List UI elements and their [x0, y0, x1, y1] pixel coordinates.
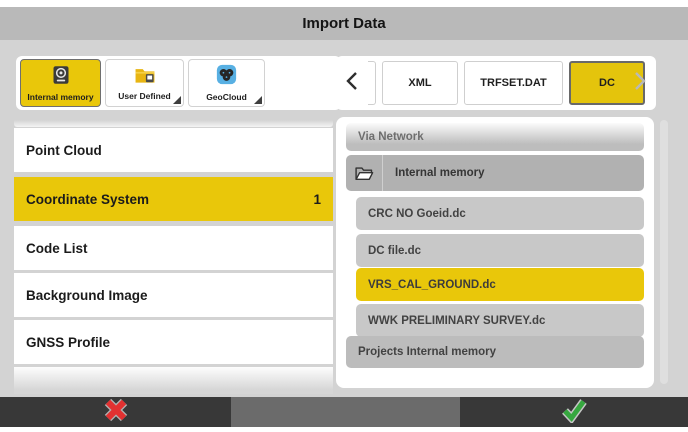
- tab-trfset-dat[interactable]: TRFSET.DAT: [464, 61, 563, 105]
- category-label: Code List: [26, 240, 88, 256]
- chevron-right-icon: [632, 70, 648, 97]
- category-count-badge: 1: [313, 191, 321, 207]
- format-tab-partial[interactable]: [368, 61, 376, 105]
- category-list-partial-item: [14, 367, 333, 394]
- category-label: Background Image: [26, 287, 148, 303]
- tab-label: XML: [408, 77, 432, 89]
- format-tab-bar: XML TRFSET.DAT DC: [336, 56, 656, 110]
- file-row-label: Projects Internal memory: [358, 346, 497, 358]
- category-label: GNSS Profile: [26, 334, 111, 350]
- source-button-user-defined[interactable]: User Defined: [105, 59, 184, 107]
- footer-bar: [0, 397, 688, 427]
- category-item-point-cloud[interactable]: Point Cloud: [14, 128, 333, 172]
- tab-dc[interactable]: DC: [569, 61, 645, 105]
- open-folder-icon: [346, 155, 383, 191]
- source-button-label: Internal memory: [27, 91, 94, 102]
- file-name: DC file.dc: [368, 244, 422, 257]
- tab-xml[interactable]: XML: [382, 61, 458, 105]
- source-button-label: User Defined: [118, 90, 171, 101]
- category-item-code-list[interactable]: Code List: [14, 226, 333, 270]
- category-label: Point Cloud: [26, 142, 102, 158]
- file-row[interactable]: WWK PRELIMINARY SURVEY.dc: [356, 304, 644, 337]
- dropdown-corner-icon: [254, 96, 262, 104]
- category-item-gnss-profile[interactable]: GNSS Profile: [14, 320, 333, 364]
- cancel-button[interactable]: [0, 397, 231, 427]
- page-title: Import Data: [302, 15, 386, 32]
- category-label: Coordinate System: [26, 191, 150, 207]
- source-button-internal-memory[interactable]: Internal memory: [20, 59, 101, 107]
- dropdown-corner-icon: [173, 96, 181, 104]
- green-check-icon: [560, 397, 588, 428]
- file-name: VRS_CAL_GROUND.dc: [368, 278, 496, 291]
- tabs-scroll-right-button[interactable]: [627, 61, 653, 105]
- footer-spacer: [231, 397, 460, 427]
- file-row[interactable]: CRC NO Goeid.dc: [356, 197, 644, 230]
- file-row-label: Via Network: [358, 131, 424, 143]
- geocloud-icon: [216, 64, 237, 90]
- file-name: CRC NO Goeid.dc: [368, 207, 466, 220]
- file-row-internal-memory-folder[interactable]: Internal memory: [346, 155, 644, 191]
- category-list-scrolled-item: [14, 120, 333, 127]
- chevron-left-icon: [344, 70, 360, 97]
- file-row-projects-internal-memory[interactable]: Projects Internal memory: [346, 336, 644, 368]
- accept-button[interactable]: [460, 397, 688, 427]
- folder-icon: [134, 66, 156, 89]
- bottom-margin: [0, 427, 688, 432]
- file-browser-panel: Via Network Internal memory CRC NO Goeid…: [336, 117, 654, 388]
- red-x-icon: [103, 397, 129, 428]
- tab-label: DC: [599, 77, 615, 89]
- dialog-body: Internal memory User Defined: [0, 40, 688, 397]
- source-button-label: GeoCloud: [206, 92, 247, 102]
- file-row-selected[interactable]: VRS_CAL_GROUND.dc: [356, 268, 644, 301]
- file-row-via-network[interactable]: Via Network: [346, 123, 644, 151]
- file-name: WWK PRELIMINARY SURVEY.dc: [368, 314, 546, 327]
- hard-drive-icon: [51, 65, 71, 90]
- dialog-titlebar: Import Data: [0, 7, 688, 40]
- scrollbar-track[interactable]: [660, 120, 668, 384]
- file-row[interactable]: DC file.dc: [356, 234, 644, 267]
- source-button-geocloud[interactable]: GeoCloud: [188, 59, 265, 107]
- category-item-coordinate-system[interactable]: Coordinate System 1: [14, 177, 333, 221]
- tabs-scroll-left-button[interactable]: [339, 61, 365, 105]
- source-toolbar: Internal memory User Defined: [16, 56, 341, 110]
- category-item-background-image[interactable]: Background Image: [14, 273, 333, 317]
- tab-label: TRFSET.DAT: [480, 77, 547, 89]
- file-row-label: Internal memory: [395, 167, 485, 179]
